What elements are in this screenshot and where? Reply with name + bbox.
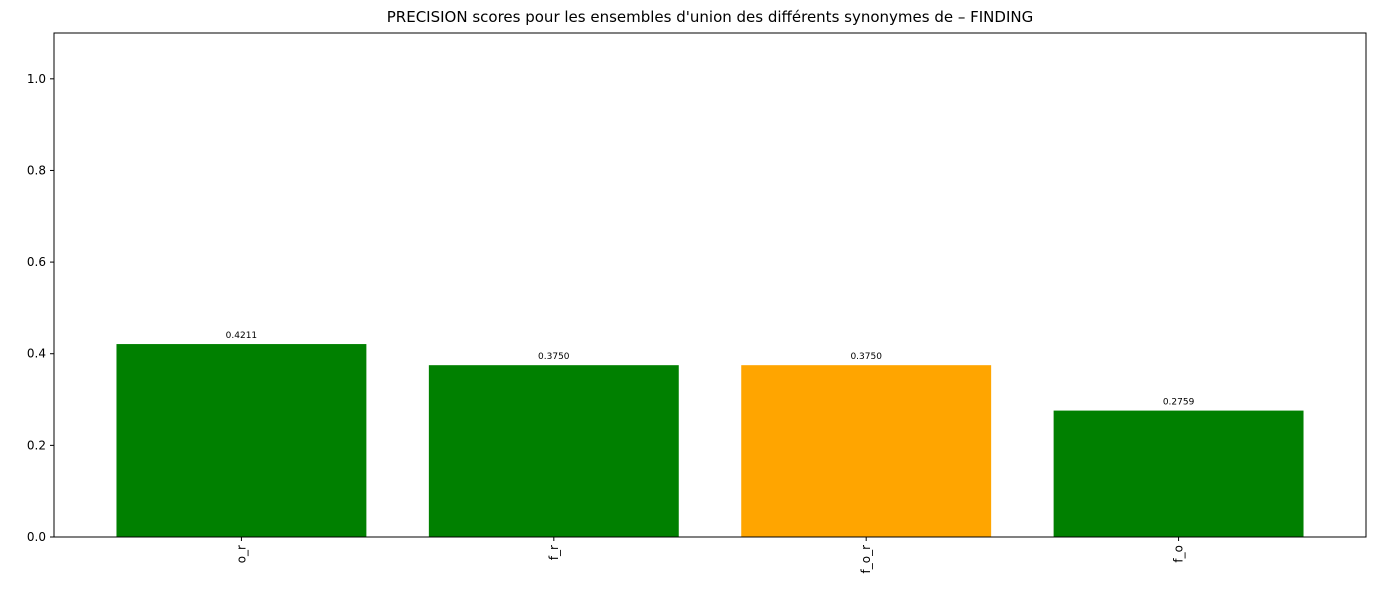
bar-value-label: 0.3750 (850, 352, 882, 362)
bar-value-label: 0.3750 (538, 352, 570, 362)
bars-layer (116, 344, 1304, 537)
y-tick-label: 0.4 (27, 347, 46, 361)
y-axis: 0.0 0.2 0.4 0.6 0.8 1.0 (27, 72, 54, 544)
x-tick-label: f_o_r (859, 545, 873, 574)
bar-f_r (428, 365, 679, 537)
x-axis: o_r f_r f_o_r f_o (234, 537, 1186, 574)
bar-f_o (1053, 410, 1304, 537)
y-tick-label: 0.2 (27, 438, 46, 452)
bar-value-label: 0.2759 (1163, 398, 1195, 408)
x-tick-label: f_r (547, 545, 561, 560)
bar-value-label: 0.4211 (226, 331, 258, 341)
y-tick-label: 0.8 (27, 163, 46, 177)
x-tick-label: o_r (234, 545, 248, 563)
y-tick-label: 0.0 (27, 530, 46, 544)
chart-title: PRECISION scores pour les ensembles d'un… (387, 8, 1033, 26)
bar-o_r (116, 344, 367, 537)
plot-frame (53, 32, 1367, 538)
x-tick-label: f_o (1172, 545, 1186, 563)
y-tick-label: 1.0 (27, 72, 46, 86)
y-tick-label: 0.6 (27, 255, 46, 269)
value-labels-layer: 0.4211 0.3750 0.3750 0.2759 (226, 331, 1195, 408)
bar-f_o_r (741, 365, 992, 537)
